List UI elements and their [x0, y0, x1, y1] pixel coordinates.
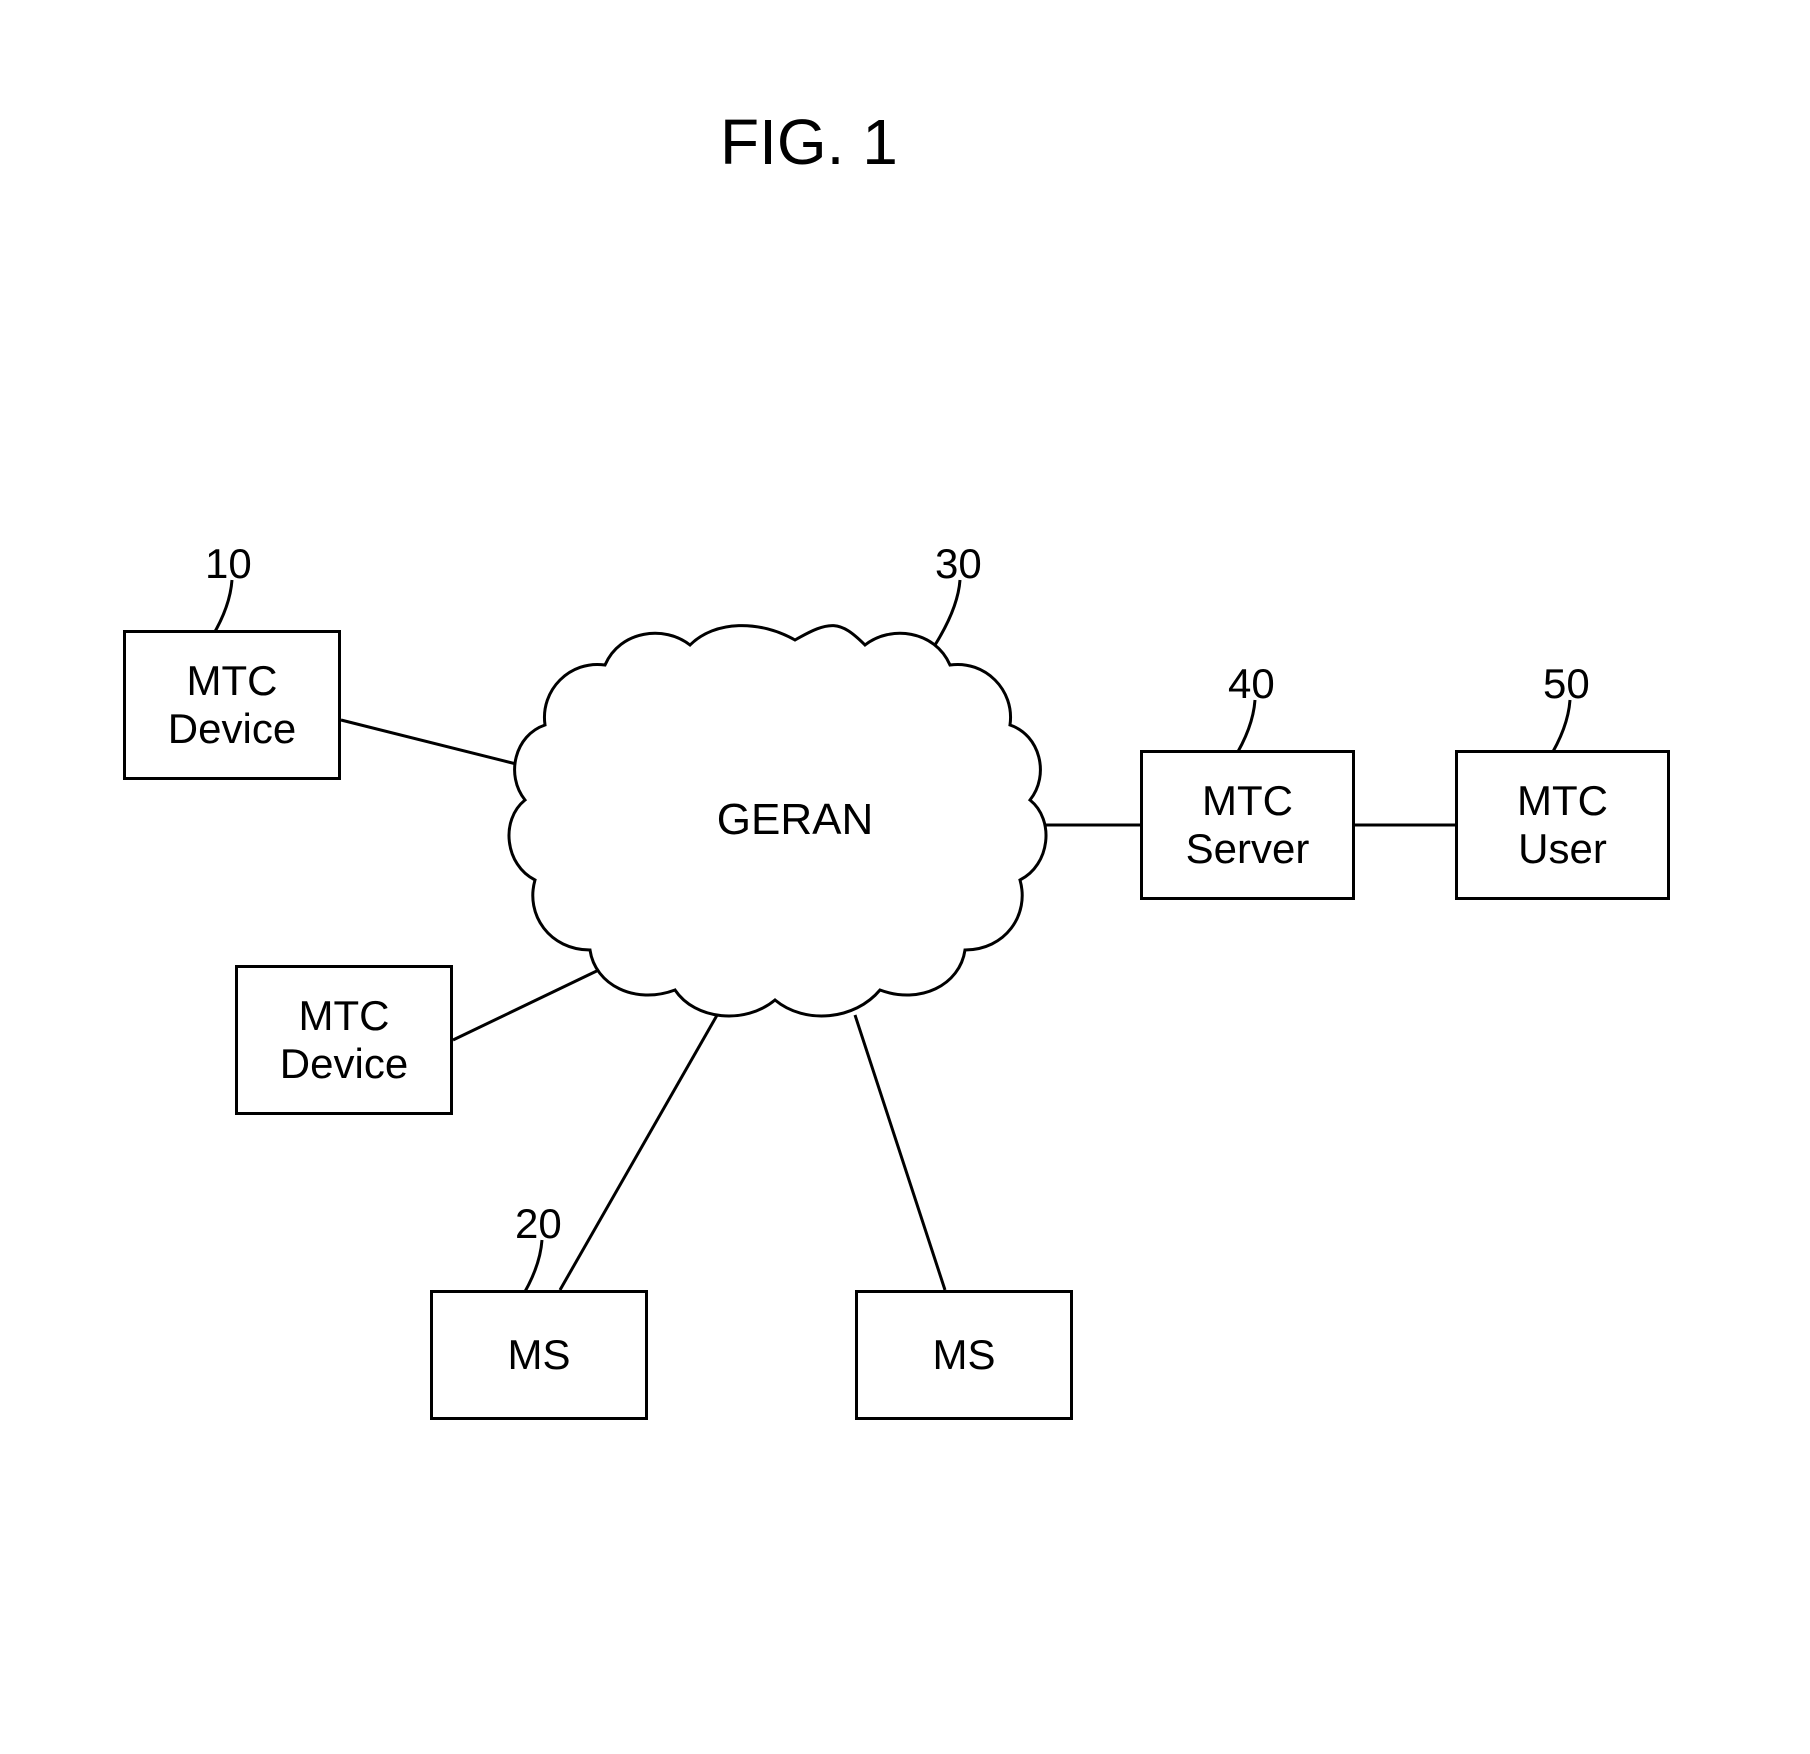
geran-cloud-label: GERAN: [695, 795, 895, 845]
mtc-server-box: MTCServer: [1140, 750, 1355, 900]
ref-20: 20: [515, 1200, 562, 1248]
ms-1-box: MS: [430, 1290, 648, 1420]
mtc-device-1-box: MTCDevice: [123, 630, 341, 780]
mtc-device-2-box: MTCDevice: [235, 965, 453, 1115]
ref-30: 30: [935, 540, 982, 588]
ref-40: 40: [1228, 660, 1275, 708]
ms-2-box: MS: [855, 1290, 1073, 1420]
ref-10: 10: [205, 540, 252, 588]
ref-50: 50: [1543, 660, 1590, 708]
diagram-stage: FIG. 1 GERAN MTCDevice MTCDevice MS MS M…: [0, 0, 1810, 1754]
mtc-user-box: MTCUser: [1455, 750, 1670, 900]
